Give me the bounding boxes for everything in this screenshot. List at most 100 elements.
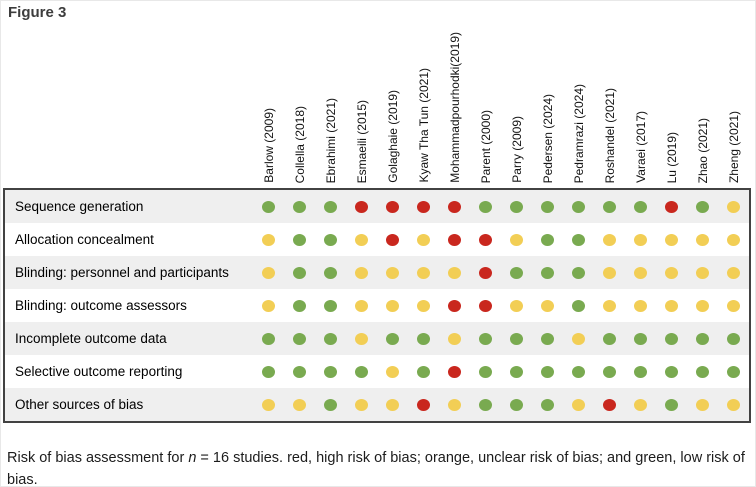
risk-dot-cell xyxy=(718,332,749,345)
risk-dot-red xyxy=(386,200,399,213)
study-column-header: Barlow (2009) xyxy=(253,8,284,186)
study-label: Varaei (2017) xyxy=(633,111,648,183)
risk-dot-yellow xyxy=(727,398,740,411)
risk-dot-red xyxy=(448,233,461,246)
study-label: Barlow (2009) xyxy=(261,108,276,183)
risk-dot-cell xyxy=(532,299,563,312)
study-column-header: Pedersen (2024) xyxy=(532,8,563,186)
risk-dot-green xyxy=(262,365,275,378)
risk-dot-yellow xyxy=(727,266,740,279)
risk-dot-red xyxy=(355,200,368,213)
criterion-row: Allocation concealment xyxy=(5,223,749,256)
risk-dot-cell xyxy=(532,332,563,345)
risk-dot-cell xyxy=(253,200,284,213)
risk-dot-cell xyxy=(718,266,749,279)
risk-dot-green xyxy=(293,299,306,312)
risk-dot-cell xyxy=(439,365,470,378)
risk-dot-cell xyxy=(532,398,563,411)
risk-dot-cell xyxy=(718,299,749,312)
risk-dot-green xyxy=(324,365,337,378)
study-label: Esmaeili (2015) xyxy=(354,99,369,183)
risk-dot-cell xyxy=(439,332,470,345)
risk-dot-cell xyxy=(501,299,532,312)
risk-dot-cell xyxy=(346,233,377,246)
risk-dot-green xyxy=(634,332,647,345)
risk-dot-yellow xyxy=(634,398,647,411)
risk-dot-cell xyxy=(315,233,346,246)
risk-dot-green xyxy=(634,200,647,213)
risk-dot-cell xyxy=(408,266,439,279)
study-label: Collella (2018) xyxy=(292,105,307,183)
risk-dot-green xyxy=(541,266,554,279)
risk-dot-cell xyxy=(718,233,749,246)
risk-dot-green xyxy=(417,365,430,378)
risk-dot-yellow xyxy=(448,332,461,345)
criterion-row: Blinding: outcome assessors xyxy=(5,289,749,322)
risk-dot-cell xyxy=(563,365,594,378)
risk-dot-green xyxy=(510,266,523,279)
risk-dot-green xyxy=(572,200,585,213)
risk-dot-red xyxy=(386,233,399,246)
risk-dot-yellow xyxy=(603,233,616,246)
risk-dot-cell xyxy=(315,266,346,279)
risk-dot-red xyxy=(479,299,492,312)
risk-dot-yellow xyxy=(727,299,740,312)
risk-dot-green xyxy=(572,365,585,378)
risk-dot-cell xyxy=(470,233,501,246)
risk-dot-red xyxy=(448,365,461,378)
risk-dot-yellow xyxy=(510,233,523,246)
risk-dot-green xyxy=(572,233,585,246)
criterion-label: Allocation concealment xyxy=(15,232,154,247)
study-column-header: Kyaw Tha Tun (2021) xyxy=(408,8,439,186)
risk-dot-green xyxy=(324,200,337,213)
risk-dot-cell xyxy=(408,365,439,378)
risk-dot-yellow xyxy=(634,266,647,279)
risk-dot-yellow xyxy=(572,332,585,345)
risk-dot-cell xyxy=(408,200,439,213)
study-label: Zhao (2021) xyxy=(695,117,710,183)
risk-dot-yellow xyxy=(665,266,678,279)
risk-dot-green xyxy=(665,365,678,378)
study-label: Roshandel (2021) xyxy=(602,87,617,183)
risk-dot-red xyxy=(448,200,461,213)
study-column-header: Parent (2000) xyxy=(470,8,501,186)
risk-dot-yellow xyxy=(696,398,709,411)
risk-dot-green xyxy=(665,398,678,411)
risk-dot-cell xyxy=(470,398,501,411)
risk-dot-cell xyxy=(625,332,656,345)
risk-dot-cell xyxy=(594,365,625,378)
risk-dot-yellow xyxy=(665,299,678,312)
criterion-label: Blinding: outcome assessors xyxy=(15,298,187,313)
risk-dot-cell xyxy=(625,233,656,246)
criterion-label: Incomplete outcome data xyxy=(15,331,167,346)
risk-dot-cell xyxy=(315,332,346,345)
criterion-row: Incomplete outcome data xyxy=(5,322,749,355)
study-column-header: Mohammadpourhodki(2019) xyxy=(439,8,470,186)
risk-dot-green xyxy=(479,200,492,213)
risk-dot-red xyxy=(417,200,430,213)
study-column-header: Ebrahimi (2021) xyxy=(315,8,346,186)
risk-dot-yellow xyxy=(417,299,430,312)
risk-dot-green xyxy=(324,266,337,279)
risk-dot-red xyxy=(665,200,678,213)
risk-dot-cell xyxy=(470,332,501,345)
risk-dot-cell xyxy=(532,200,563,213)
risk-dot-cell xyxy=(563,266,594,279)
risk-dot-green xyxy=(355,365,368,378)
risk-dot-green xyxy=(541,233,554,246)
risk-dot-cell xyxy=(594,233,625,246)
risk-dot-cell xyxy=(439,266,470,279)
risk-dot-cell xyxy=(594,332,625,345)
risk-dot-cell xyxy=(253,332,284,345)
risk-dot-yellow xyxy=(448,266,461,279)
risk-dot-yellow xyxy=(696,266,709,279)
risk-dot-cell xyxy=(284,233,315,246)
study-column-header: Roshandel (2021) xyxy=(594,8,625,186)
risk-dot-yellow xyxy=(355,299,368,312)
risk-dot-cell xyxy=(346,200,377,213)
risk-dot-cell xyxy=(687,266,718,279)
risk-dot-yellow xyxy=(355,233,368,246)
study-column-header: Varaei (2017) xyxy=(625,8,656,186)
criterion-row: Other sources of bias xyxy=(5,388,749,421)
risk-dot-cell xyxy=(439,200,470,213)
